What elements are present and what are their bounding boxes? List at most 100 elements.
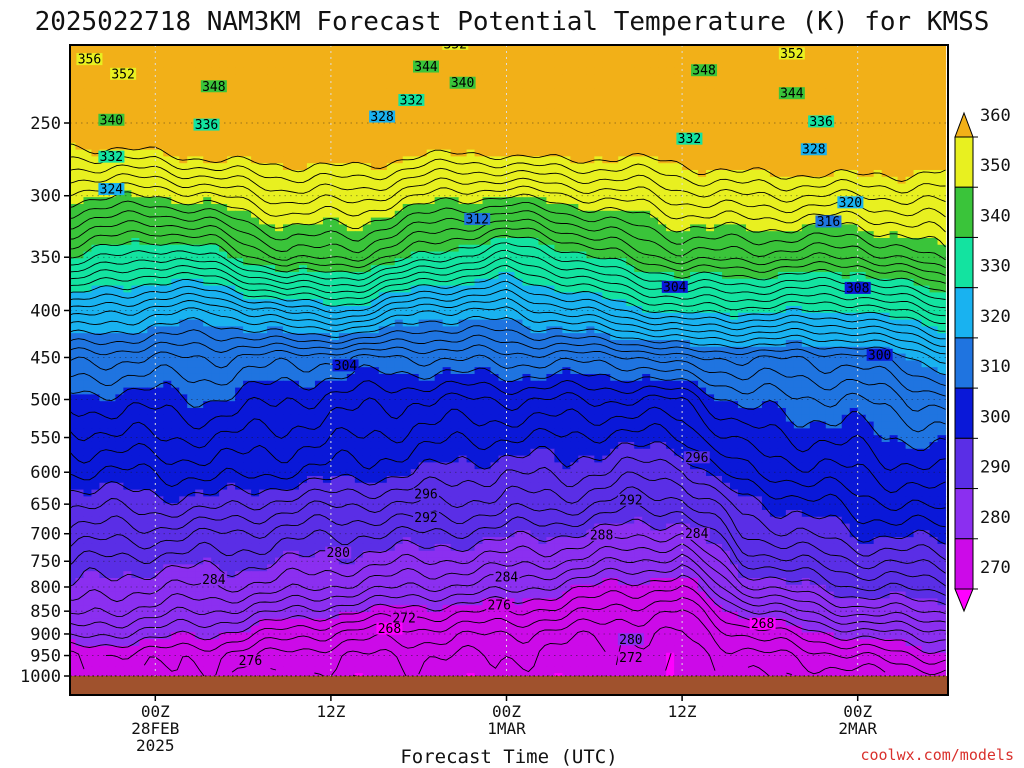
theta-cell: [793, 176, 803, 185]
theta-cell: [610, 47, 619, 55]
theta-cell: [737, 122, 747, 130]
theta-cell: [75, 258, 85, 266]
theta-cell: [706, 88, 715, 96]
theta-cell: [714, 88, 723, 96]
theta-cell: [642, 210, 651, 219]
theta-cell: [514, 271, 524, 280]
theta-cell: [642, 197, 651, 205]
theta-cell: [322, 149, 332, 157]
theta-cell: [490, 108, 500, 117]
theta-cell: [314, 210, 324, 219]
theta-cell: [658, 101, 667, 110]
theta-cell: [147, 169, 156, 178]
theta-cell: [394, 265, 404, 273]
theta-cell: [442, 95, 452, 103]
theta-cell: [722, 74, 731, 83]
theta-cell: [490, 210, 500, 219]
theta-cell: [554, 81, 563, 89]
theta-cell: [849, 122, 859, 130]
theta-cell: [442, 244, 452, 253]
theta-cell: [322, 101, 332, 110]
theta-cell: [370, 129, 380, 137]
theta-cell: [458, 251, 468, 259]
theta-cell: [722, 305, 731, 314]
theta-cell: [83, 45, 93, 49]
theta-cell: [881, 265, 891, 273]
theta-cell: [410, 231, 420, 239]
theta-cell: [418, 319, 428, 327]
theta-cell: [211, 142, 220, 151]
theta-cell: [658, 54, 667, 62]
theta-cell: [426, 54, 436, 62]
theta-cell: [530, 244, 540, 253]
theta-cell: [91, 292, 101, 300]
theta-cell: [538, 54, 548, 62]
theta-cell: [195, 197, 204, 205]
theta-cell: [490, 169, 500, 178]
theta-cell: [227, 210, 236, 219]
theta-cell: [937, 61, 947, 69]
theta-cell: [362, 101, 372, 110]
theta-cell: [123, 61, 132, 69]
theta-cell: [123, 54, 132, 62]
theta-cell: [187, 197, 196, 205]
theta-cell: [714, 101, 723, 110]
theta-cell: [745, 265, 755, 273]
theta-cell: [769, 95, 779, 103]
theta-cell: [706, 95, 715, 103]
theta-cell: [482, 183, 492, 191]
theta-cell: [290, 299, 300, 307]
theta-cell: [203, 183, 212, 191]
theta-cell: [458, 210, 468, 219]
theta-cell: [929, 61, 939, 69]
theta-cell: [849, 163, 859, 171]
theta-cell: [187, 244, 196, 253]
theta-cell: [753, 265, 763, 273]
theta-cell: [618, 101, 627, 110]
theta-cell: [75, 339, 85, 348]
theta-cell: [91, 278, 101, 287]
theta-cell: [793, 203, 803, 212]
theta-cell: [921, 163, 931, 171]
theta-cell: [546, 47, 555, 55]
theta-cell: [610, 224, 619, 232]
theta-cell: [322, 285, 332, 293]
theta-cell: [841, 326, 851, 334]
theta-cell: [682, 163, 691, 171]
theta-cell: [243, 101, 252, 110]
theta-cell: [306, 210, 316, 219]
theta-cell: [562, 74, 571, 83]
theta-cell: [546, 237, 555, 246]
theta-cell: [841, 81, 851, 89]
theta-cell: [690, 101, 699, 110]
theta-cell: [123, 292, 132, 300]
theta-cell: [769, 183, 779, 191]
theta-cell: [203, 237, 212, 246]
theta-cell: [666, 67, 675, 76]
theta-cell: [458, 122, 468, 130]
theta-cell: [769, 176, 779, 185]
theta-cell: [793, 292, 803, 300]
theta-cell: [594, 265, 603, 273]
theta-cell: [690, 54, 699, 62]
theta-cell: [83, 278, 93, 287]
theta-cell: [458, 305, 468, 314]
theta-cell: [522, 326, 532, 334]
theta-cell: [378, 333, 388, 341]
theta-cell: [203, 108, 212, 117]
theta-cell: [658, 265, 667, 273]
theta-cell: [570, 190, 579, 198]
theta-cell: [426, 265, 436, 273]
theta-cell: [626, 149, 635, 157]
theta-cell: [881, 210, 891, 219]
theta-cell: [386, 81, 396, 89]
theta-cell: [785, 169, 795, 178]
theta-cell: [482, 278, 492, 287]
theta-cell: [458, 203, 468, 212]
theta-cell: [346, 129, 356, 137]
theta-cell: [881, 108, 891, 117]
theta-cell: [921, 108, 931, 117]
theta-cell: [139, 278, 148, 287]
theta-cell: [70, 299, 77, 307]
